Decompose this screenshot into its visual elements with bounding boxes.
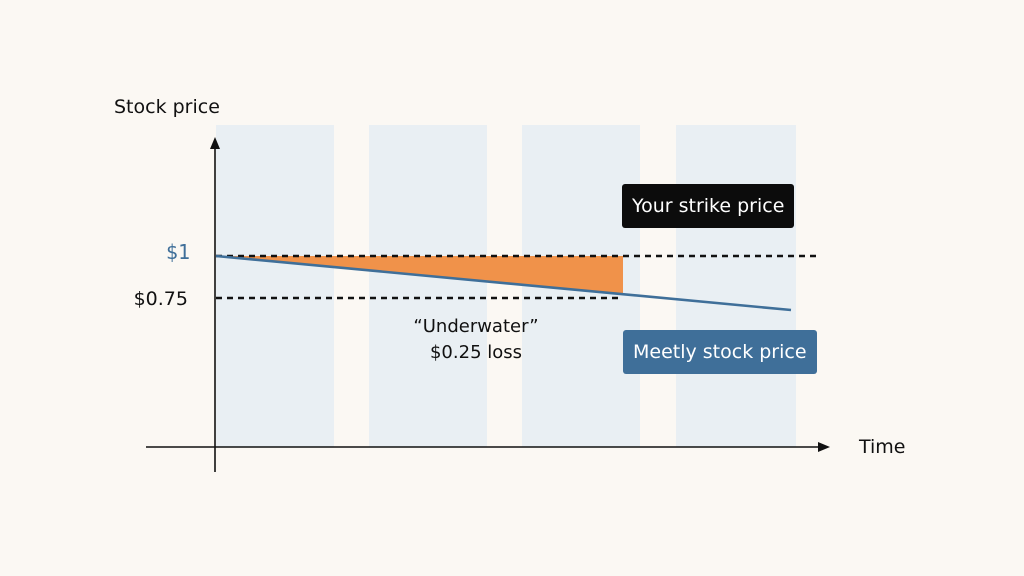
y-axis-title: Stock price — [114, 96, 220, 118]
x-axis-arrow — [818, 442, 830, 452]
strike-price-tag: Your strike price — [622, 184, 794, 228]
stock-price-tag: Meetly stock price — [623, 330, 817, 374]
stock-tick-label: $0.75 — [120, 288, 188, 310]
strike-tick-label: $1 — [150, 240, 190, 264]
underwater-title: “Underwater” — [376, 314, 576, 340]
time-column-2 — [369, 125, 487, 447]
time-column-4 — [676, 125, 796, 447]
underwater-annotation: “Underwater” $0.25 loss — [376, 314, 576, 366]
x-axis-title: Time — [859, 436, 906, 458]
underwater-loss: $0.25 loss — [376, 340, 576, 366]
time-column-1 — [216, 125, 334, 447]
